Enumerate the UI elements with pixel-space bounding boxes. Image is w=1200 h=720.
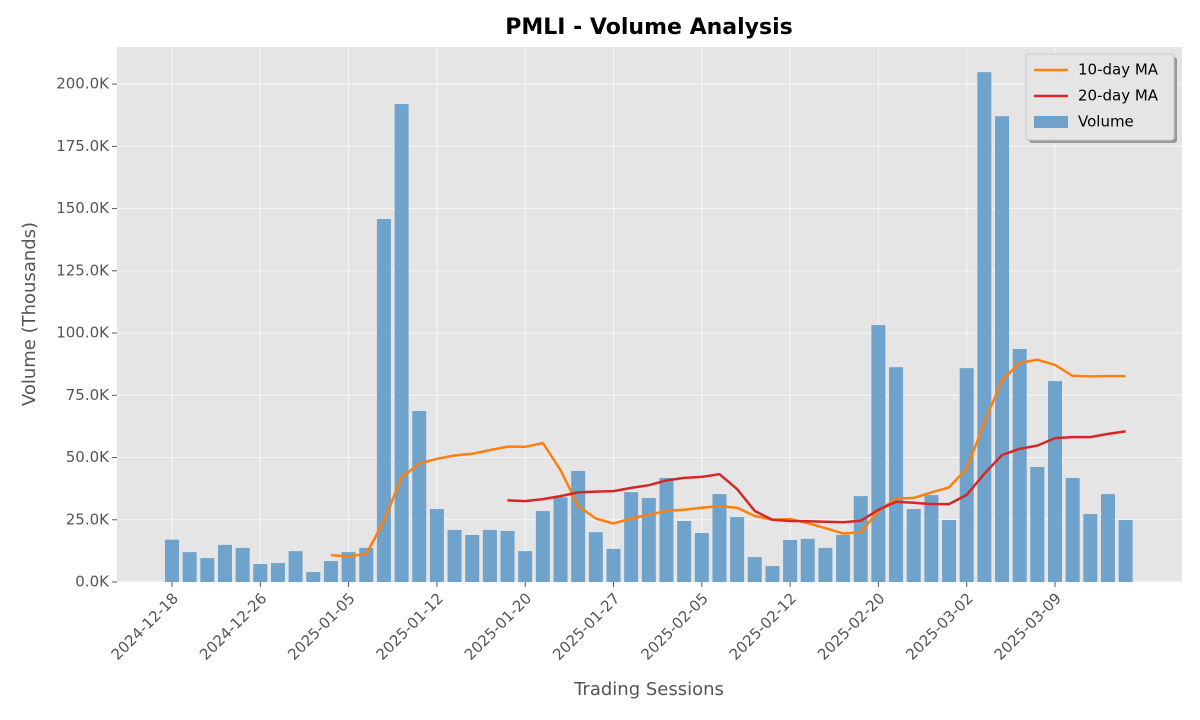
x-axis-label: Trading Sessions: [573, 679, 724, 700]
bar: [1048, 381, 1062, 582]
legend-label: 20-day MA: [1078, 87, 1159, 105]
x-tick-label: 2025-03-09: [991, 589, 1065, 663]
bar: [853, 496, 868, 582]
bar: [341, 552, 356, 582]
bar: [1065, 477, 1080, 582]
bar: [571, 470, 586, 582]
bar: [1100, 494, 1115, 582]
bar: [889, 367, 904, 582]
legend-label: 10-day MA: [1078, 61, 1159, 79]
x-tick-label: 2025-01-27: [549, 589, 623, 663]
x-tick-label: 2024-12-26: [196, 589, 270, 663]
bar: [482, 529, 497, 582]
legend-label: Volume: [1078, 113, 1134, 131]
ma-line: [330, 358, 1126, 558]
bar: [765, 566, 780, 582]
bar: [235, 547, 250, 582]
bar: [323, 561, 338, 582]
y-tick-label: 25.0K: [66, 510, 110, 528]
bar: [730, 517, 745, 582]
bar: [959, 368, 974, 582]
chart-title: PMLI - Volume Analysis: [505, 15, 792, 40]
y-tick-label: 150.0K: [56, 199, 110, 217]
x-tick-label: 2024-12-18: [108, 589, 182, 663]
bar: [747, 557, 762, 582]
bar: [1118, 520, 1133, 582]
bar: [659, 477, 674, 582]
x-tick-label: 2025-02-05: [637, 589, 711, 663]
x-tick-label: 2025-02-12: [726, 589, 800, 663]
bar: [429, 509, 444, 582]
bar: [606, 548, 621, 582]
bar: [1012, 348, 1027, 582]
legend-swatch: [1034, 116, 1068, 128]
x-tick-label: 2025-01-20: [461, 589, 535, 663]
bar: [200, 558, 215, 582]
bar: [270, 563, 285, 582]
bar: [465, 534, 480, 582]
x-tick-label: 2025-03-02: [902, 589, 976, 663]
bar: [447, 529, 462, 582]
bar: [518, 551, 533, 582]
bar: [500, 530, 515, 582]
bar: [712, 494, 727, 582]
bar: [288, 551, 303, 582]
bar: [818, 547, 833, 582]
x-tick-label: 2025-02-20: [814, 589, 888, 663]
bar: [553, 497, 568, 582]
y-tick-label: 200.0K: [56, 75, 110, 93]
bar: [394, 104, 409, 582]
bar: [677, 521, 692, 582]
bar: [306, 572, 321, 582]
bar: [412, 410, 427, 582]
bar: [165, 539, 179, 582]
bar: [800, 538, 815, 582]
legend: 10-day MA 20-day MA Volume: [1025, 53, 1177, 143]
bar: [359, 547, 374, 582]
bar: [924, 495, 939, 582]
bar: [871, 325, 886, 582]
x-tick-label: 2025-01-05: [284, 589, 358, 663]
bar: [182, 552, 197, 582]
y-tick-label: 75.0K: [66, 386, 110, 404]
bar: [217, 544, 232, 582]
marks: [165, 72, 1133, 583]
y-tick-label: 125.0K: [56, 261, 110, 279]
y-tick-label: 100.0K: [56, 324, 110, 342]
bar: [836, 534, 851, 582]
y-tick-label: 0.0K: [75, 573, 110, 591]
bar: [641, 498, 656, 582]
bar: [694, 532, 709, 582]
bar: [588, 532, 603, 582]
bar: [535, 511, 550, 582]
bar: [376, 219, 391, 582]
bar: [253, 564, 268, 582]
bar: [995, 116, 1010, 583]
ma-line: [507, 430, 1126, 524]
bar: [1030, 466, 1045, 582]
bar: [977, 72, 992, 582]
bar: [783, 539, 798, 582]
y-tick-label: 175.0K: [56, 137, 110, 155]
x-tick-label: 2025-01-12: [373, 589, 447, 663]
bar: [1083, 514, 1098, 582]
y-axis-label: Volume (Thousands): [19, 222, 40, 406]
bar: [942, 520, 957, 582]
bar: [624, 492, 639, 582]
y-tick-label: 50.0K: [66, 448, 110, 466]
bar: [906, 509, 921, 582]
